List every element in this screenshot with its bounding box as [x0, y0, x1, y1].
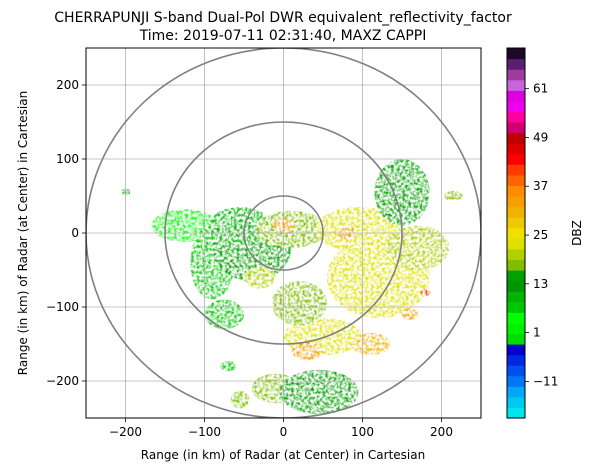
colorbar-tick-label: 37: [533, 179, 548, 193]
x-tick-label: 100: [351, 425, 374, 439]
colorbar-swatch: [507, 196, 525, 208]
colorbar-swatch: [507, 111, 525, 123]
colorbar-swatch: [507, 79, 525, 91]
colorbar-swatch: [507, 122, 525, 134]
colorbar-swatch: [507, 90, 525, 102]
colorbar-swatch: [507, 333, 525, 345]
colorbar-tick-label: 61: [533, 82, 548, 96]
echo-cell: [230, 390, 250, 409]
colorbar-swatch: [507, 396, 525, 409]
plot-area: [85, 47, 482, 419]
x-tick-label: 200: [430, 425, 453, 439]
colorbar-swatch: [507, 153, 525, 165]
colorbar-swatches: [507, 48, 525, 419]
colorbar-tick-label: 25: [533, 228, 548, 242]
colorbar-swatch: [507, 375, 525, 387]
range-ring: [164, 121, 403, 345]
echo-cell: [374, 159, 430, 226]
echo-cell: [291, 342, 324, 361]
colorbar-swatch: [507, 217, 525, 229]
colorbar-swatch: [507, 143, 525, 155]
echo-cell: [443, 190, 463, 202]
y-tick-label: 0: [71, 226, 79, 240]
colorbar-swatch: [507, 58, 525, 70]
colorbar-tick-label: 13: [533, 277, 548, 291]
colorbar-swatch: [507, 174, 525, 187]
y-tick-label: 100: [56, 152, 79, 166]
colorbar-swatch: [507, 164, 525, 176]
echo-cell: [271, 281, 327, 326]
colorbar-label: DBZ: [570, 220, 584, 246]
colorbar-swatch: [507, 407, 525, 419]
echo-cell: [350, 332, 391, 356]
y-tick-label: −200: [46, 374, 79, 388]
echo-cell: [220, 361, 237, 372]
echo-cell: [243, 266, 276, 289]
colorbar-swatch: [507, 386, 525, 398]
colorbar: −11 1 13 25 37 49 61 DBZ: [506, 47, 584, 419]
colorbar-swatch: [507, 354, 525, 366]
y-tick-label: −100: [46, 300, 79, 314]
x-tick-label: −100: [188, 425, 221, 439]
colorbar-swatch: [507, 185, 525, 197]
chart-subtitle: Time: 2019-07-11 02:31:40, MAXZ CAPPI: [139, 28, 427, 44]
colorbar-swatch: [507, 322, 525, 335]
grid: [86, 48, 481, 418]
y-axis-label: Range (in km) of Radar (at Center) in Ca…: [16, 91, 30, 375]
range-rings: [86, 48, 481, 418]
y-tick-label: 200: [56, 78, 79, 92]
echo-cell: [386, 225, 450, 270]
colorbar-ticks: −11 1 13 25 37 49 61: [525, 82, 558, 388]
colorbar-swatch: [507, 301, 525, 313]
colorbar-swatch: [507, 259, 525, 271]
echo-cell: [208, 207, 272, 245]
colorbar-swatch: [507, 270, 525, 282]
colorbar-tick-label: 49: [533, 130, 548, 144]
colorbar-swatch: [507, 365, 525, 377]
colorbar-frame: [506, 47, 526, 419]
colorbar-tick-label: −11: [533, 374, 558, 388]
range-ring: [243, 195, 324, 271]
colorbar-swatch: [507, 238, 525, 250]
x-tick-label: −200: [109, 425, 142, 439]
x-axis: −200 −100 0 100 200: [109, 418, 453, 439]
reflectivity-echoes: [120, 159, 463, 415]
colorbar-swatch: [507, 227, 525, 239]
colorbar-swatch: [507, 48, 525, 60]
chart-title: CHERRAPUNJI S-band Dual-Pol DWR equivale…: [54, 10, 512, 26]
y-axis: −200 −100 0 100 200: [46, 78, 86, 388]
colorbar-swatch: [507, 291, 525, 303]
colorbar-swatch: [507, 69, 525, 81]
x-axis-label: Range (in km) of Radar (at Center) in Ca…: [141, 448, 425, 462]
echo-cell: [402, 308, 418, 321]
x-tick-label: 0: [280, 425, 288, 439]
echo-cell: [204, 299, 244, 330]
echo-cell: [420, 288, 431, 296]
colorbar-swatch: [507, 248, 525, 261]
colorbar-swatch: [507, 344, 525, 356]
colorbar-swatch: [507, 132, 525, 144]
colorbar-swatch: [507, 280, 525, 292]
colorbar-swatch: [507, 206, 525, 218]
colorbar-swatch: [507, 100, 525, 113]
colorbar-tick-label: 1: [533, 326, 541, 340]
colorbar-swatch: [507, 312, 525, 324]
